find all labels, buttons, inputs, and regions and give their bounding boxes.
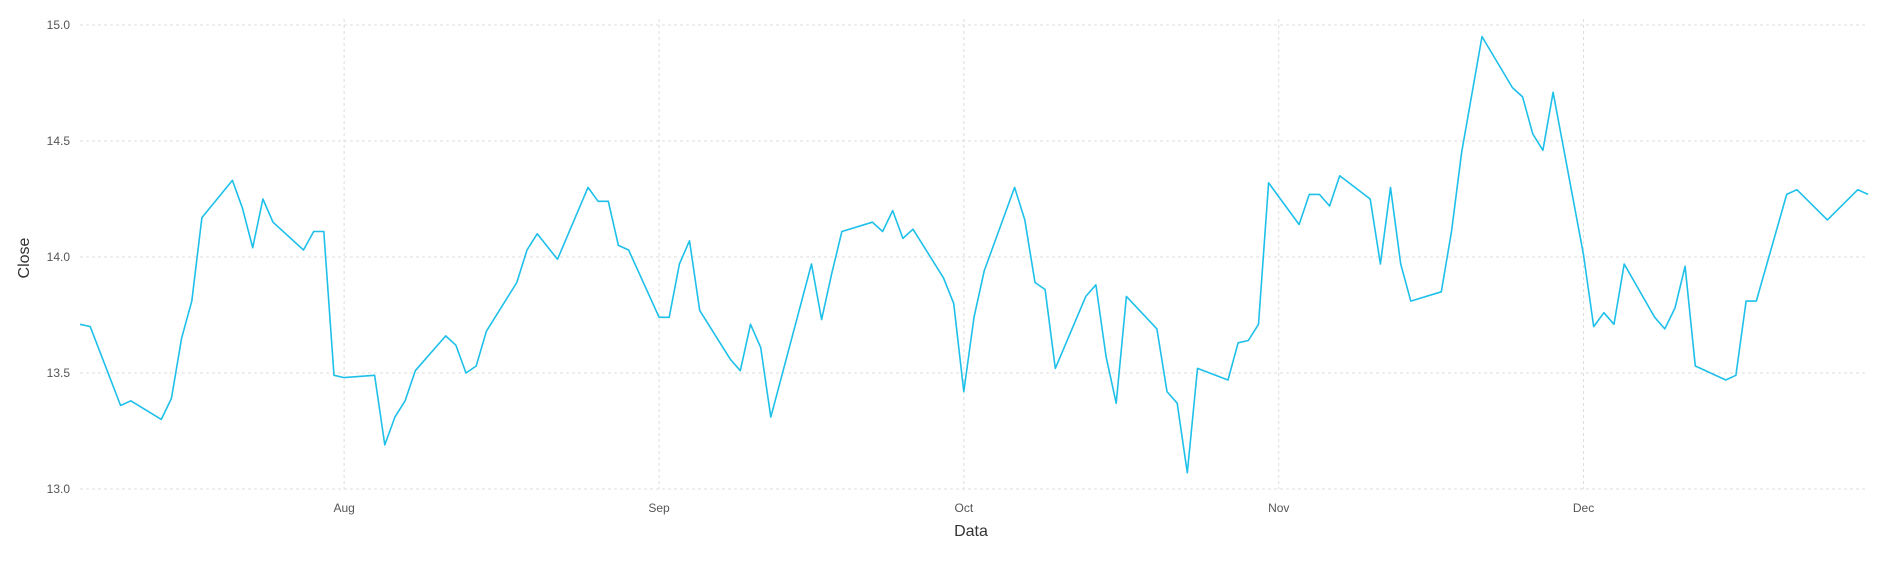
- y-tick-label: 13.0: [47, 482, 71, 496]
- x-tick-label: Aug: [333, 501, 354, 515]
- x-tick-label: Nov: [1268, 501, 1289, 515]
- x-axis-title: Data: [954, 523, 988, 540]
- y-tick-label: 14.0: [47, 250, 71, 264]
- y-tick-label: 14.5: [47, 134, 71, 148]
- gridlines: [80, 19, 1868, 490]
- tick-labels: 13.0 13.5 14.0 14.5 15.0 Aug Sep Oct Nov Dec: [47, 18, 1595, 515]
- x-tick-label: Dec: [1573, 501, 1594, 515]
- x-tick-label: Sep: [648, 501, 670, 515]
- x-tick-label: Oct: [955, 501, 974, 515]
- y-axis-title: Close: [16, 237, 33, 278]
- y-tick-label: 13.5: [47, 366, 71, 380]
- y-tick-label: 15.0: [47, 18, 71, 32]
- series-line: [79, 35, 1869, 474]
- series-layer: [79, 35, 1869, 474]
